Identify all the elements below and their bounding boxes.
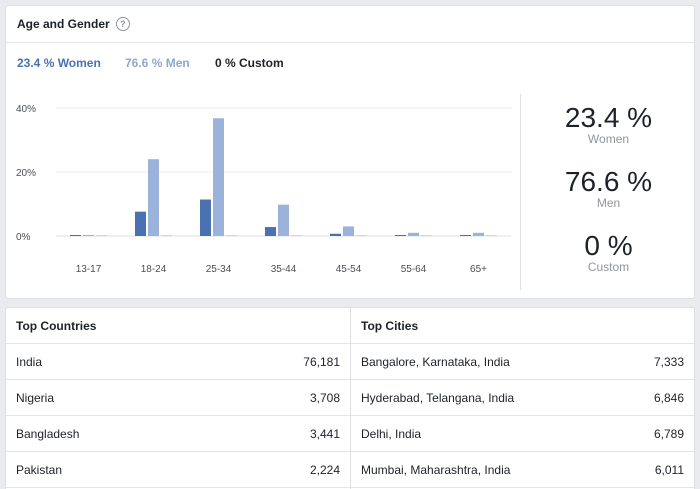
bar-women-35-44[interactable] [265,227,276,236]
city-value: 6,846 [653,390,684,405]
country-value: 76,181 [303,354,340,369]
age-gender-chart: 0% 20% 40% 13-17 18-24 25-34 35-44 45-54 55-64 65… [16,104,511,275]
top-cities-column: Top Cities Bangalore, Karnataka, India 7… [350,308,694,489]
bar-men-65+[interactable] [473,232,484,236]
summary-custom: 0 % Custom [521,230,696,274]
city-name: Delhi, India [361,426,422,441]
summary-men-value: 76.6 % [564,166,653,197]
summary-women-value: 23.4 % [564,102,653,133]
country-name: Nigeria [16,390,55,405]
bar-custom-65+[interactable] [486,235,497,236]
table-row: Hyderabad, Telangana, India 6,846 [351,380,694,416]
summary-men: 76.6 % Men [521,166,696,210]
legend-men: 76.6 % Men [125,56,190,70]
x-tick-label: 13-17 [76,264,102,275]
country-name: Bangladesh [16,426,80,441]
top-countries-column: Top Countries India 76,181 Nigeria 3,708… [6,308,350,489]
bar-women-18-24[interactable] [135,211,146,236]
city-name: Bangalore, Karnataka, India [361,354,510,369]
bar-custom-25-34[interactable] [226,235,237,236]
summary-custom-value: 0 % [584,230,633,261]
vertical-divider [520,94,521,290]
table-row: India 76,181 [6,344,350,380]
top-countries-title: Top Countries [6,308,350,344]
summary-women: 23.4 % Women [521,102,696,146]
x-tick-label: 55-64 [401,264,427,275]
bar-men-13-17[interactable] [83,235,94,236]
country-value: 3,708 [309,390,340,405]
bar-men-18-24[interactable] [148,159,159,236]
bar-women-65+[interactable] [460,235,471,236]
bar-women-45-54[interactable] [330,233,341,236]
city-value: 6,011 [654,462,684,477]
city-value: 7,333 [653,354,684,369]
table-row: Nigeria 3,708 [6,380,350,416]
legend-women: 23.4 % Women [17,56,101,70]
table-row: Mumbai, Maharashtra, India 6,011 [351,452,694,488]
bar-men-55-64[interactable] [408,232,419,236]
bar-women-13-17[interactable] [70,235,81,236]
summary-women-label: Women [587,132,630,146]
table-row: Bangladesh 3,441 [6,416,350,452]
bar-men-35-44[interactable] [278,204,289,236]
bar-custom-13-17[interactable] [96,235,107,236]
summary-custom-label: Custom [587,260,630,274]
country-value: 2,224 [309,462,340,477]
x-tick-label: 25-34 [206,264,232,275]
y-tick-label: 20% [16,168,36,179]
table-row: Delhi, India 6,789 [351,416,694,452]
bar-custom-35-44[interactable] [291,235,302,236]
bar-custom-18-24[interactable] [161,235,172,236]
x-tick-label: 65+ [470,264,487,275]
bar-custom-55-64[interactable] [421,235,432,236]
gender-legend: 23.4 % Women 76.6 % Men 0 % Custom [17,56,284,70]
x-tick-label: 18-24 [141,264,167,275]
top-locations-card: Top Countries India 76,181 Nigeria 3,708… [5,307,695,489]
y-tick-label: 40% [16,104,36,115]
summary-men-label: Men [596,196,621,210]
x-tick-label: 45-54 [336,264,362,275]
bar-women-25-34[interactable] [200,199,211,236]
bar-men-45-54[interactable] [343,226,354,236]
table-row: Bangalore, Karnataka, India 7,333 [351,344,694,380]
country-name: India [16,354,43,369]
city-name: Hyderabad, Telangana, India [361,390,515,405]
age-gender-card: Age and Gender ? 23.4 % Women 76.6 % Men… [5,5,695,299]
top-cities-title: Top Cities [351,308,694,344]
age-gender-title: Age and Gender [17,17,110,31]
x-tick-label: 35-44 [271,264,297,275]
country-name: Pakistan [16,462,63,477]
table-row: Pakistan 2,224 [6,452,350,488]
y-tick-label: 0% [16,232,31,243]
city-value: 6,789 [653,426,684,441]
help-icon[interactable]: ? [115,17,130,31]
bar-custom-45-54[interactable] [356,235,367,236]
city-name: Mumbai, Maharashtra, India [361,462,511,477]
bar-women-55-64[interactable] [395,235,406,236]
legend-custom: 0 % Custom [215,56,284,70]
country-value: 3,441 [309,426,340,441]
bar-men-25-34[interactable] [213,118,224,236]
age-gender-header: Age and Gender ? [6,6,694,43]
